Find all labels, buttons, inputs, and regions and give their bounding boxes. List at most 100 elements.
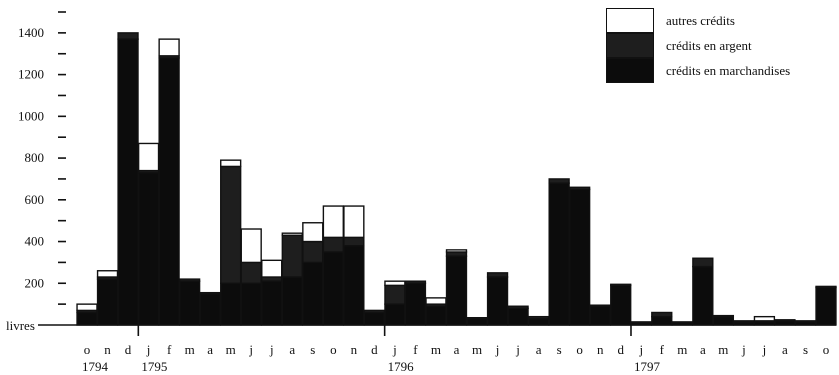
bar-marchandises-23 (548, 182, 570, 326)
month-label-31: m (718, 342, 728, 357)
bar-argent-5 (178, 278, 201, 282)
legend-label-marchandises: crédits en marchandises (666, 62, 791, 78)
y-tick-label-1400: 1400 (18, 25, 44, 40)
bar-autres-3 (137, 142, 160, 172)
month-label-24: o (576, 342, 583, 357)
month-label-17: m (431, 342, 441, 357)
bar-marchandises-26 (610, 284, 632, 326)
month-label-27: j (638, 342, 643, 357)
bar-argent-28 (651, 311, 673, 318)
bar-marchandises-8 (240, 282, 262, 326)
month-label-25: n (597, 342, 604, 357)
bar-argent-12 (322, 236, 344, 253)
month-label-9: j (269, 342, 274, 357)
bar-marchandises-18 (445, 255, 468, 326)
legend: autres crédits crédits en argent crédits… (606, 8, 836, 83)
month-label-23: s (557, 342, 562, 357)
bar-marchandises-17 (425, 305, 447, 326)
bar-argent-27 (630, 321, 652, 324)
y-tick-label-800: 800 (25, 150, 45, 165)
month-label-35: s (803, 342, 808, 357)
bar-autres-7 (220, 159, 242, 168)
bar-argent-2 (117, 32, 139, 40)
bar-autres-12 (322, 205, 344, 239)
month-label-2: d (125, 342, 132, 357)
bar-argent-11 (302, 240, 324, 264)
bar-marchandises-10 (281, 276, 303, 326)
bar-argent-8 (240, 261, 262, 284)
bar-marchandises-6 (199, 293, 221, 326)
month-label-21: j (515, 342, 520, 357)
bar-argent-24 (569, 186, 591, 191)
bar-marchandises-4 (158, 57, 180, 326)
month-label-19: m (472, 342, 482, 357)
bar-argent-7 (220, 165, 242, 284)
y-axis-label: livres (6, 318, 35, 333)
month-label-1: n (104, 342, 111, 357)
bar-argent-35 (794, 320, 817, 323)
bar-argent-15 (384, 284, 406, 305)
bars-group (76, 32, 837, 326)
bar-marchandises-2 (117, 38, 139, 326)
bar-argent-22 (527, 315, 550, 320)
bar-autres-9 (261, 259, 283, 278)
month-label-16: f (413, 342, 418, 357)
bar-autres-18 (445, 249, 468, 253)
bar-marchandises-22 (527, 318, 550, 326)
legend-label-autres: autres crédits (666, 12, 735, 28)
bar-marchandises-13 (343, 245, 365, 326)
bar-autres-10 (281, 232, 303, 236)
month-label-30: a (700, 342, 706, 357)
bar-argent-31 (712, 314, 735, 318)
bar-marchandises-15 (384, 303, 406, 326)
y-tick-label-200: 200 (25, 275, 45, 290)
bar-argent-25 (589, 304, 611, 307)
year-label-1797: 1797 (634, 359, 661, 374)
bar-argent-20 (486, 272, 509, 278)
year-label-1796: 1796 (388, 359, 415, 374)
month-label-22: a (536, 342, 542, 357)
month-label-36: o (823, 342, 830, 357)
bar-argent-10 (281, 234, 303, 278)
month-label-18: a (454, 342, 460, 357)
bar-autres-4 (158, 38, 180, 57)
bar-marchandises-5 (178, 280, 201, 326)
month-label-3: j (146, 342, 151, 357)
bar-argent-30 (692, 257, 714, 268)
month-label-10: a (289, 342, 295, 357)
bar-autres-1 (96, 270, 119, 278)
month-label-11: s (310, 342, 315, 357)
bar-marchandises-1 (96, 278, 119, 326)
bar-marchandises-30 (692, 265, 714, 326)
bar-marchandises-31 (712, 315, 735, 326)
month-label-20: j (495, 342, 500, 357)
bar-argent-16 (404, 280, 427, 284)
month-label-0: o (84, 342, 91, 357)
y-tick-label-1000: 1000 (18, 108, 44, 123)
bar-marchandises-14 (363, 311, 386, 326)
bar-marchandises-0 (76, 311, 98, 326)
month-label-14: d (371, 342, 378, 357)
legend-item-argent: crédits en argent (606, 33, 836, 58)
legend-swatch-argent (606, 33, 654, 58)
y-tick-label-1200: 1200 (18, 67, 44, 82)
legend-label-argent: crédits en argent (666, 37, 752, 53)
bar-marchandises-7 (220, 282, 242, 326)
bar-autres-33 (753, 315, 776, 322)
legend-item-marchandises: crédits en marchandises (606, 58, 836, 83)
month-label-12: o (330, 342, 337, 357)
legend-item-autres: autres crédits (606, 8, 836, 33)
bar-autres-13 (343, 205, 365, 239)
bar-argent-6 (199, 291, 221, 295)
bar-autres-15 (384, 280, 406, 287)
bar-marchandises-20 (486, 276, 509, 326)
bar-marchandises-3 (137, 171, 160, 326)
bar-autres-0 (76, 303, 98, 312)
y-tick-label-600: 600 (25, 192, 45, 207)
month-label-26: d (617, 342, 624, 357)
bar-argent-19 (466, 316, 488, 320)
bar-argent-29 (671, 321, 693, 324)
bar-autres-11 (302, 222, 324, 243)
